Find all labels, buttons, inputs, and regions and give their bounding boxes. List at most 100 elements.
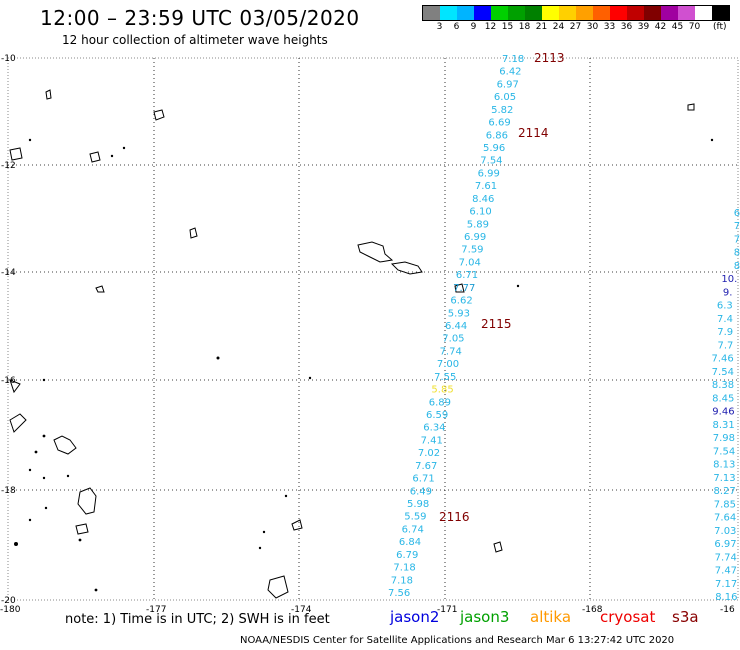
map-title: 12:00 – 23:59 UTC 03/05/2020 bbox=[40, 6, 360, 30]
wave-height-value: 6.42 bbox=[499, 67, 521, 78]
wave-height-value: 6.05 bbox=[494, 92, 516, 103]
color-swatch bbox=[627, 6, 644, 20]
map-frame bbox=[7, 57, 739, 601]
longitude-labels: -180 -177 -174 -171 -168 -16 bbox=[0, 605, 735, 615]
wave-height-value: 9. bbox=[723, 287, 733, 298]
color-scale-label: 6 bbox=[453, 22, 460, 32]
color-scale-label: 45 bbox=[671, 22, 684, 32]
wave-height-value: 6.97 bbox=[497, 79, 519, 90]
wave-height-value: 5.82 bbox=[491, 105, 513, 116]
longitude-tick-label: -177 bbox=[146, 605, 166, 615]
color-scale-label: 42 bbox=[654, 22, 667, 32]
color-scale-label: 18 bbox=[518, 22, 531, 32]
legend-jason2: jason2 bbox=[390, 608, 440, 626]
wave-height-value: 7.46 bbox=[711, 354, 733, 365]
wave-height-value: 7.54 bbox=[480, 156, 502, 167]
wave-height-value: 7 bbox=[734, 234, 740, 245]
wave-height-value: 7.00 bbox=[437, 359, 459, 370]
wave-height-value: 5.85 bbox=[431, 385, 453, 396]
longitude-tick-label: -16 bbox=[720, 605, 735, 615]
wave-height-value: 10. bbox=[721, 274, 737, 285]
satellite-track-main: 7.18 6.426.97 6.05 5.82 6.696.86 5.96 7.546.99… bbox=[388, 54, 524, 599]
wave-height-value: 6 bbox=[734, 208, 740, 219]
credit-line: NOAA/NESDIS Center for Satellite Applica… bbox=[240, 635, 675, 646]
wave-height-value: 6.84 bbox=[399, 537, 421, 548]
wave-height-value: 6.62 bbox=[450, 296, 472, 307]
wave-height-value: 5.96 bbox=[483, 143, 505, 154]
color-swatch bbox=[457, 6, 474, 20]
map-subtitle: 12 hour collection of altimeter wave hei… bbox=[62, 33, 328, 47]
legend-jason3: jason3 bbox=[460, 608, 510, 626]
wave-height-value: 6.69 bbox=[488, 118, 510, 129]
color-swatch bbox=[423, 6, 440, 20]
color-scale-unit: (ft) bbox=[713, 22, 727, 32]
color-swatch bbox=[712, 6, 729, 20]
latitude-tick-label: -10 bbox=[1, 54, 16, 64]
color-swatch bbox=[474, 6, 491, 20]
color-swatch bbox=[661, 6, 678, 20]
wave-height-value: 7.03 bbox=[714, 526, 736, 537]
wave-height-value: 6.97 bbox=[714, 539, 736, 550]
wave-height-value: 7.98 bbox=[713, 433, 735, 444]
wave-height-value: 8.38 bbox=[712, 380, 734, 391]
latitude-tick-label: -18 bbox=[1, 486, 16, 496]
wave-height-value: 7.18 bbox=[502, 54, 524, 65]
color-swatch bbox=[644, 6, 661, 20]
color-scale-label: 21 bbox=[535, 22, 548, 32]
legend-altika: altika bbox=[530, 608, 572, 626]
longitude-tick-label: -174 bbox=[291, 605, 312, 615]
wave-height-value: 7.7 bbox=[717, 340, 733, 351]
color-swatch bbox=[678, 6, 695, 20]
pass-number-label: 2113 bbox=[534, 51, 565, 65]
wave-height-value: 7.74 bbox=[715, 552, 737, 563]
wave-height-value: 6.59 bbox=[426, 410, 448, 421]
satellite-track-right: 6 7 7 8 8 10. 9. 6.3 7.4 7.9 7.7 7.46 7.54 8.38 8.45 9.… bbox=[711, 208, 740, 603]
legend-s3a: s3a bbox=[672, 608, 699, 626]
wave-height-value: 6.71 bbox=[456, 270, 478, 281]
wave-height-value: 7.9 bbox=[717, 327, 733, 338]
wave-height-value: 8 bbox=[734, 261, 740, 272]
color-scale-bar bbox=[422, 5, 730, 21]
wave-height-value: 5.89 bbox=[467, 219, 489, 230]
wave-height-value: 5.93 bbox=[448, 308, 470, 319]
wave-height-value: 7.18 bbox=[393, 563, 415, 574]
wave-height-value: 6.79 bbox=[396, 550, 418, 561]
color-swatch bbox=[610, 6, 627, 20]
wave-height-value: 6.99 bbox=[478, 168, 500, 179]
color-scale-label: 33 bbox=[603, 22, 616, 32]
units-note: note: 1) Time is in UTC; 2) SWH is in fe… bbox=[65, 612, 330, 627]
longitude-tick-label: -168 bbox=[582, 605, 603, 615]
wave-height-value: 7.74 bbox=[440, 346, 462, 357]
wave-height-value: 7.02 bbox=[418, 448, 440, 459]
pass-number-label: 2114 bbox=[518, 126, 549, 140]
wave-height-value: 7.77 bbox=[453, 283, 475, 294]
wave-height-value: 8.16 bbox=[715, 592, 737, 603]
latitude-tick-label: -16 bbox=[1, 376, 16, 386]
wave-height-value: 5.98 bbox=[407, 499, 429, 510]
color-swatch bbox=[593, 6, 610, 20]
wave-height-value: 7.18 bbox=[391, 575, 413, 586]
color-swatch bbox=[542, 6, 559, 20]
wave-height-value: 8 bbox=[734, 248, 740, 259]
wave-height-value: 8.45 bbox=[712, 393, 734, 404]
wave-height-value: 7.54 bbox=[713, 446, 735, 457]
wave-height-value: 7 bbox=[734, 221, 740, 232]
wave-height-value: 7.17 bbox=[715, 579, 737, 590]
color-swatch bbox=[695, 6, 712, 20]
wave-height-value: 7.41 bbox=[421, 435, 443, 446]
wave-height-value: 6.86 bbox=[486, 130, 508, 141]
wave-height-value: 6.3 bbox=[717, 301, 733, 312]
wave-height-value: 8.13 bbox=[713, 460, 735, 471]
pass-number-label: 2116 bbox=[439, 510, 470, 524]
color-scale-label: 24 bbox=[552, 22, 565, 32]
wave-height-value: 7.4 bbox=[717, 314, 733, 325]
wave-height-value: 7.55 bbox=[434, 372, 456, 383]
wave-height-value: 6.34 bbox=[423, 423, 445, 434]
wave-height-value: 7.05 bbox=[442, 334, 464, 345]
wave-height-value: 5.59 bbox=[404, 512, 426, 523]
color-scale-label: 12 bbox=[484, 22, 497, 32]
color-swatch bbox=[559, 6, 576, 20]
latitude-tick-label: -20 bbox=[1, 596, 16, 606]
wave-height-value: 7.13 bbox=[713, 473, 735, 484]
